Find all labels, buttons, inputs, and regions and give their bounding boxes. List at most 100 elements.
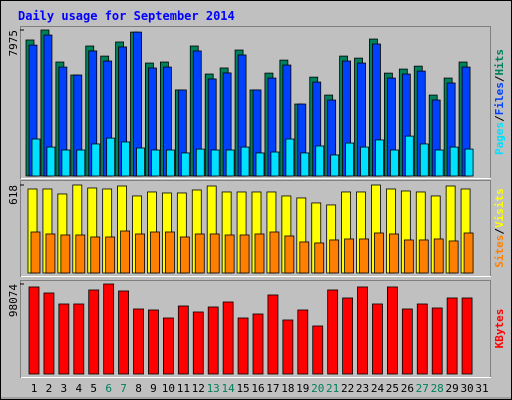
bar: [150, 231, 160, 274]
bar: [105, 236, 116, 274]
bar: [30, 231, 41, 274]
bar: [449, 146, 459, 177]
bar: [210, 149, 220, 177]
bar: [60, 234, 71, 274]
legend-separator: /: [493, 228, 506, 235]
bar: [267, 294, 279, 375]
x-tick-label: 26: [401, 382, 414, 395]
bar: [330, 154, 340, 177]
x-tick-label: 31: [475, 382, 488, 395]
x-tick-label: 22: [341, 382, 354, 395]
bar: [237, 317, 249, 375]
bar: [314, 242, 325, 274]
legend-entry: Visits: [493, 188, 506, 228]
bar: [61, 149, 71, 177]
bar: [121, 141, 130, 177]
bar: [73, 303, 85, 375]
x-tick-label: 24: [371, 382, 385, 395]
x-tick-label: 23: [356, 382, 369, 395]
bar: [194, 233, 205, 274]
x-tick-label: 13: [207, 382, 220, 395]
legend-entry: Pages: [493, 122, 506, 155]
bar: [282, 319, 294, 375]
bar: [255, 152, 265, 177]
bar: [91, 143, 101, 177]
bar: [300, 152, 310, 177]
bar: [75, 234, 86, 274]
x-tick-label: 27: [416, 382, 429, 395]
y-tick-label: 7975: [7, 30, 20, 57]
legend: Sites/Visits: [493, 188, 506, 268]
bar: [180, 152, 190, 177]
x-tick-label: 9: [150, 382, 157, 395]
bar: [312, 325, 324, 375]
bar: [403, 239, 414, 274]
bar: [375, 139, 384, 177]
bar: [419, 143, 429, 177]
bar: [372, 303, 383, 375]
legend-separator: /: [493, 75, 506, 82]
bar: [269, 231, 280, 274]
chart-title: Daily usage for September 2014: [18, 9, 235, 23]
legend: KBytes: [493, 309, 506, 349]
bar: [345, 142, 355, 177]
legend: Pages/Files/Hits: [493, 49, 506, 155]
x-tick-label: 2: [46, 382, 53, 395]
bar: [179, 236, 190, 274]
x-tick-label: 8: [135, 382, 142, 395]
bar: [463, 232, 474, 274]
bar: [135, 233, 145, 274]
bar: [386, 286, 398, 375]
bar: [45, 233, 56, 274]
x-tick-label: 30: [460, 382, 473, 395]
bar: [224, 234, 235, 274]
bar: [103, 283, 115, 375]
bar: [285, 138, 295, 177]
bar: [90, 236, 101, 274]
legend-separator: /: [493, 115, 506, 122]
x-tick-label: 25: [386, 382, 399, 395]
bar: [88, 289, 100, 375]
bar: [329, 239, 340, 274]
bar: [357, 286, 368, 375]
bar: [418, 239, 429, 274]
bar: [118, 290, 129, 375]
bar: [151, 149, 160, 177]
bar: [433, 238, 444, 274]
bar: [222, 301, 234, 375]
x-tick-label: 1: [31, 382, 38, 395]
bar: [195, 148, 205, 177]
bar: [120, 230, 130, 274]
x-tick-label: 19: [296, 382, 309, 395]
legend-entry: Hits: [493, 49, 506, 76]
bar: [209, 233, 220, 274]
bar: [270, 151, 280, 177]
bar: [461, 297, 473, 375]
bar: [342, 297, 354, 375]
bar: [389, 149, 399, 177]
bar: [374, 232, 384, 274]
bar: [388, 233, 399, 274]
x-tick-label: 14: [222, 382, 236, 395]
bar: [133, 308, 144, 375]
bar: [58, 303, 70, 375]
x-tick-label: 3: [61, 382, 68, 395]
x-tick-label: 29: [446, 382, 459, 395]
bar: [401, 308, 413, 375]
x-tick-label: 6: [105, 382, 112, 395]
bar: [416, 303, 428, 375]
x-tick-label: 16: [251, 382, 264, 395]
bar: [165, 149, 175, 177]
bar: [46, 146, 56, 177]
legend-entry: KBytes: [493, 309, 506, 349]
legend-entry: Files: [493, 82, 506, 115]
bar: [177, 305, 189, 375]
bar: [240, 146, 250, 177]
bar: [360, 146, 369, 177]
bar: [225, 149, 235, 177]
bar: [106, 137, 116, 177]
x-tick-label: 17: [266, 382, 279, 395]
legend-entry: Sites: [493, 235, 506, 268]
bar: [284, 235, 295, 274]
